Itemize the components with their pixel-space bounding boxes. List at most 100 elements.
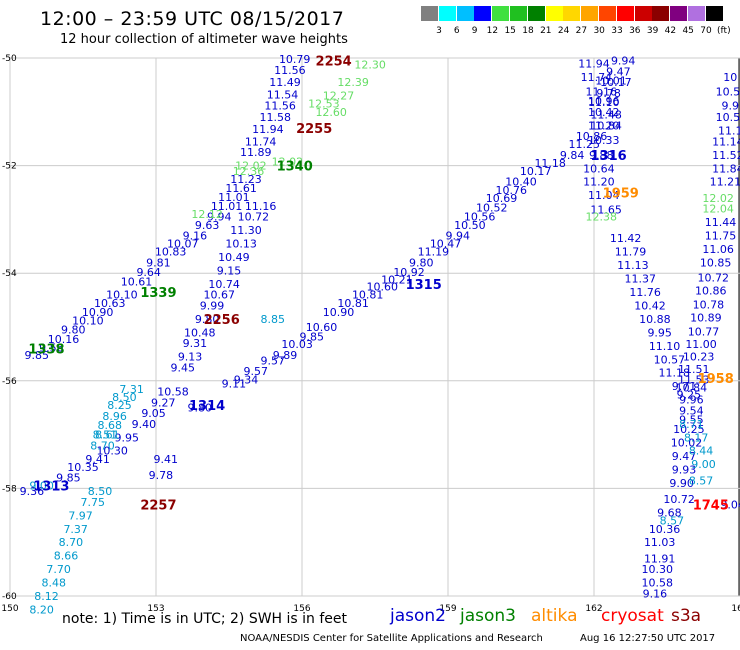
x-tick-label: 159 (439, 604, 456, 614)
swh-label: 12.36 (233, 165, 265, 178)
pass-time-label: 1338 (28, 343, 64, 358)
swh-label: 11.19 (418, 246, 450, 259)
swh-label: 9.27 (151, 396, 176, 409)
swh-label: 8.71 (679, 418, 704, 431)
colorbar-label: (ft) (717, 26, 731, 36)
swh-label: 9.9 (722, 99, 740, 112)
legend-item-jason2: jason2 (390, 606, 446, 626)
colorbar-label: 21 (540, 26, 552, 36)
swh-label: 9.85 (25, 349, 50, 362)
pass-time-label: 2255 (296, 122, 332, 137)
swh-label: 11.03 (644, 536, 676, 549)
colorbar-swatch (652, 6, 670, 21)
swh-label: 8.57 (660, 515, 685, 528)
y-tick-label: -58 (2, 484, 17, 494)
chart-title: 12:00 – 23:59 UTC 08/15/2017 (40, 8, 345, 30)
swh-label: 11.49 (269, 76, 301, 89)
colorbar-swatch (705, 6, 723, 21)
swh-label: 11.65 (590, 204, 622, 217)
swh-label: 8.12 (34, 590, 59, 603)
swh-label: 8.51 (93, 429, 118, 442)
swh-label: 11.91 (644, 552, 676, 565)
swh-label: 9.45 (171, 361, 196, 374)
x-tick-label: 153 (147, 604, 164, 614)
swh-label: 8.44 (689, 445, 714, 458)
swh-label: 10.13 (225, 238, 257, 251)
swh-label: 11.56 (274, 64, 306, 77)
swh-label: 10.69 (486, 192, 518, 205)
swh-label: 11.13 (617, 259, 649, 272)
legend-item-altika: altika (531, 606, 578, 626)
swh-label: 12.38 (586, 211, 618, 224)
colorbar-swatch (545, 6, 563, 21)
colorbar-swatch (634, 6, 652, 21)
swh-label: 11.10 (588, 96, 620, 109)
y-tick-label: -56 (2, 377, 17, 387)
swh-label: 9.96 (679, 394, 704, 407)
swh-label: 11.23 (230, 173, 262, 186)
colorbar-label: 27 (575, 26, 588, 36)
swh-label: 11.06 (702, 243, 734, 256)
swh-label: 10.01 (595, 75, 627, 88)
swh-label: 10.30 (642, 563, 674, 576)
swh-label: 9.55 (679, 414, 704, 427)
swh-label: 8.17 (684, 431, 709, 444)
colorbar-label: 12 (486, 26, 499, 36)
swh-label: 7.31 (119, 383, 144, 396)
swh-label: 9.25 (677, 388, 702, 401)
pass-time-label: 2256 (204, 313, 240, 328)
colorbar-swatch (510, 6, 527, 21)
swh-label: 10.79 (279, 53, 311, 66)
swh-label: 8.61 (95, 429, 120, 442)
swh-label: 9.63 (195, 219, 220, 232)
swh-label: 10.58 (157, 386, 189, 399)
swh-label: 9.99 (200, 299, 225, 312)
swh-label: 12.39 (337, 76, 369, 89)
swh-label: 11.74 (245, 135, 277, 148)
swh-label: 11.54 (267, 89, 299, 102)
swh-label: 8.85 (261, 313, 286, 326)
pass-time-label: 1316 (591, 149, 627, 164)
plot-frame (9, 57, 740, 597)
swh-label: 8.50 (112, 391, 137, 404)
colorbar-label: 6 (453, 26, 460, 36)
footnote: note: 1) Time is in UTC; 2) SWH is in fe… (62, 611, 348, 627)
colorbar-swatch (527, 6, 545, 21)
swh-label: 11.76 (629, 286, 661, 299)
colorbar-swatch (599, 6, 616, 21)
swh-label: 9.78 (596, 87, 621, 100)
swh-label: 10.49 (218, 251, 250, 264)
y-tick-label: -54 (2, 269, 17, 279)
swh-label: 10.52 (476, 202, 508, 215)
generated-timestamp: Aug 16 12:27:50 UTC 2017 (580, 633, 716, 644)
colorbar-swatch (670, 6, 688, 21)
swh-label: 9.78 (149, 469, 174, 482)
swh-label: 9.13 (178, 351, 203, 364)
swh-label: 12.27 (323, 90, 355, 103)
swh-label: 10.02 (671, 437, 703, 450)
pass-time-label: 1340 (277, 160, 313, 175)
legend-item-jason3: jason3 (460, 606, 516, 626)
swh-label: 7.37 (63, 523, 88, 536)
swh-label: 10.84 (590, 119, 622, 132)
pass-time-label: 1315 (406, 278, 442, 293)
swh-label: 8.25 (107, 399, 132, 412)
swh-label: 12.04 (702, 203, 734, 216)
swh-label: 11.20 (588, 119, 620, 132)
colorbar-swatch (421, 6, 438, 21)
swh-label: 9.80 (409, 256, 434, 269)
swh-label: 9.16 (183, 230, 208, 243)
swh-label: 11.01 (218, 191, 250, 204)
swh-label: 11.04 (588, 189, 620, 202)
swh-label: 10.58 (642, 577, 674, 590)
swh-label: 11.30 (230, 224, 262, 237)
swh-label: 11.1 (718, 125, 740, 138)
swh-label: 9.81 (146, 256, 171, 269)
colorbar-label: 45 (682, 26, 694, 36)
x-tick-label: 165 (731, 604, 740, 614)
swh-label: 12.53 (308, 98, 340, 111)
swh-label: 9.54 (679, 404, 704, 417)
swh-label: 10.56 (464, 211, 496, 224)
swh-label: 10.61 (121, 275, 153, 288)
